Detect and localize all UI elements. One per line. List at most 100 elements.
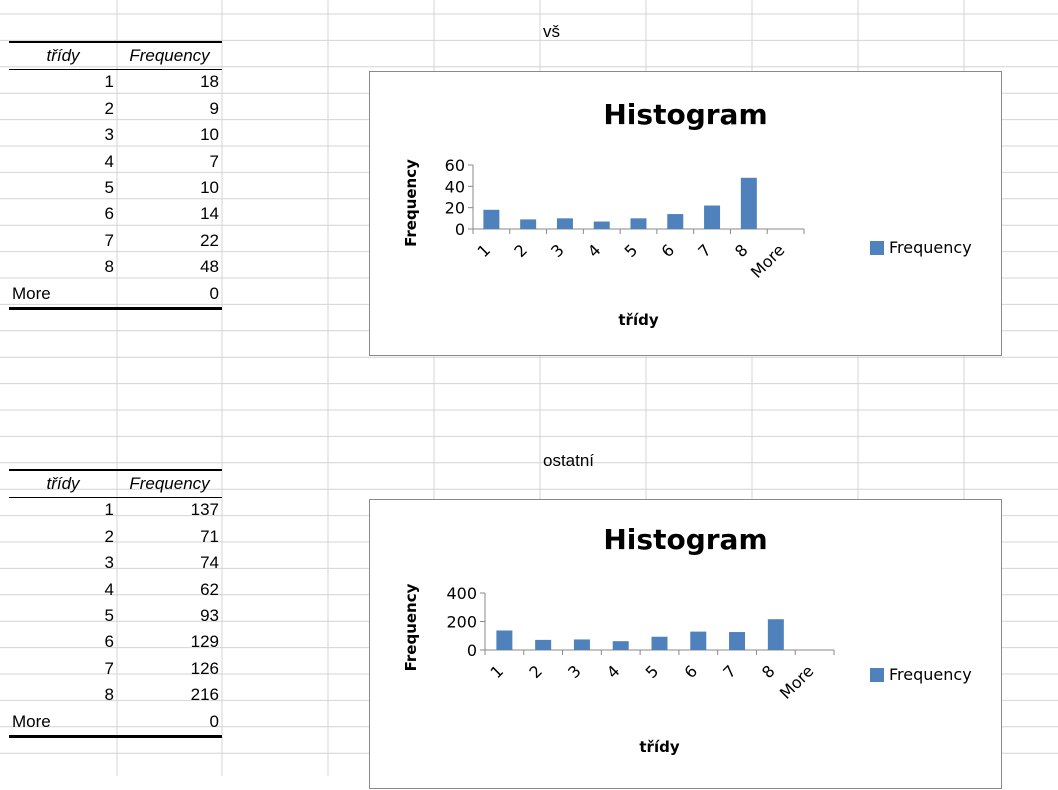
y-tick-label: 0 — [455, 220, 465, 239]
table-cell-frequency[interactable]: 126 — [190, 658, 219, 678]
x-tick-label: 7 — [694, 240, 715, 261]
histogram-bar — [556, 218, 573, 229]
histogram-chart-ostatni[interactable]: Histogram 0 200 400 1 2 3 4 5 6 7 8 More třídy Freque… — [369, 499, 1002, 789]
table-cell-bin[interactable]: 3 — [104, 553, 114, 573]
header-bins[interactable]: třídy — [46, 46, 80, 65]
x-tick-label: 3 — [564, 661, 585, 682]
x-tick-label: 3 — [547, 240, 568, 261]
x-tick-label: 4 — [603, 661, 624, 682]
chart-title: Histogram — [603, 98, 768, 131]
table-cell-frequency[interactable]: 10 — [200, 125, 219, 145]
y-tick-label: 400 — [446, 584, 477, 603]
histogram-bar — [630, 218, 647, 229]
y-tick-label: 60 — [445, 156, 465, 175]
table-cell-frequency[interactable]: 7 — [209, 151, 219, 171]
header-frequency[interactable]: Frequency — [129, 46, 210, 65]
table-cell-frequency[interactable]: 18 — [200, 72, 219, 92]
histogram-bar — [496, 630, 513, 650]
table-cell-frequency[interactable]: 137 — [190, 500, 219, 520]
histogram-chart-vs[interactable]: Histogram 0 20 40 60 1 2 3 4 5 6 7 8 More třídy Freque… — [369, 71, 1002, 356]
table-cell-bin[interactable]: 1 — [104, 72, 114, 92]
histogram-bar — [573, 639, 590, 650]
table-cell-frequency[interactable]: 48 — [200, 257, 219, 277]
x-tick-label: 2 — [510, 240, 531, 261]
table-cell-bin[interactable]: 8 — [104, 685, 114, 705]
x-tick-label: 8 — [731, 240, 752, 261]
y-tick-label: 40 — [445, 177, 465, 196]
histogram-bar — [535, 639, 552, 650]
y-axis-title: Frequency — [402, 583, 420, 671]
x-tick-label: 8 — [758, 661, 779, 682]
table-cell-bin[interactable]: 2 — [104, 98, 114, 118]
table-cell-frequency[interactable]: 93 — [200, 606, 219, 625]
table-cell-frequency[interactable]: 74 — [200, 553, 219, 573]
chart-legend: Frequency — [870, 238, 972, 257]
table-cell-bin[interactable]: 4 — [104, 579, 114, 599]
table-top-rule — [9, 41, 222, 43]
x-tick-label: 2 — [525, 661, 546, 682]
table-bottom-rule — [9, 735, 222, 738]
table-cell-frequency[interactable]: 9 — [209, 98, 219, 118]
table-cell-bin[interactable]: 7 — [104, 230, 114, 250]
header-bins[interactable]: třídy — [46, 474, 80, 493]
table-cell-frequency[interactable]: 14 — [200, 204, 219, 224]
table-cell-bin[interactable]: 8 — [104, 257, 114, 277]
histogram-bar — [612, 641, 629, 650]
table-cell-frequency[interactable]: 0 — [209, 283, 219, 303]
histogram-bar — [667, 214, 684, 229]
x-tick-label: 7 — [719, 661, 740, 682]
table-cell-bin[interactable]: 6 — [104, 632, 114, 652]
x-axis-title: třídy — [639, 738, 679, 756]
table-cell-bin[interactable]: 6 — [104, 204, 114, 224]
chart-legend: Frequency — [870, 665, 972, 684]
table-cell-bin[interactable]: 2 — [104, 526, 114, 546]
legend-label: Frequency — [889, 238, 972, 257]
header-frequency[interactable]: Frequency — [129, 474, 210, 493]
x-tick-label: 6 — [657, 240, 678, 261]
table-top-rule — [9, 469, 222, 471]
table-cell-frequency[interactable]: 71 — [200, 526, 219, 546]
table-cell-bin[interactable]: 3 — [104, 125, 114, 145]
x-tick-label: 1 — [487, 661, 508, 682]
histogram-bar — [483, 209, 500, 229]
y-axis-title: Frequency — [402, 159, 420, 247]
histogram-bar — [651, 636, 668, 650]
legend-swatch — [870, 240, 884, 255]
y-tick-label: 20 — [445, 199, 465, 218]
table-cell-bin[interactable]: More — [12, 283, 51, 303]
table-cell-bin[interactable]: More — [12, 711, 51, 731]
histogram-bar — [704, 205, 721, 229]
histogram-bar — [767, 619, 784, 650]
table-cell-frequency[interactable]: 22 — [200, 230, 219, 250]
legend-label: Frequency — [889, 665, 972, 684]
table-cell-frequency[interactable]: 216 — [190, 685, 219, 705]
x-tick-label: More — [776, 661, 817, 702]
histogram-bar — [740, 177, 757, 229]
table-bottom-rule — [9, 307, 222, 310]
table-header-rule — [9, 69, 222, 71]
table-cell-bin[interactable]: 7 — [104, 658, 114, 678]
sheet-label-ostatni[interactable]: ostatní — [543, 451, 595, 470]
y-tick-label: 0 — [467, 641, 477, 660]
table-header-rule — [9, 497, 222, 499]
table-cell-bin[interactable]: 5 — [104, 606, 114, 625]
histogram-bar — [690, 631, 707, 650]
sheet-label-vs[interactable]: vš — [543, 22, 560, 41]
x-tick-label: 5 — [621, 240, 642, 261]
x-tick-label: More — [747, 240, 788, 281]
table-cell-bin[interactable]: 5 — [104, 178, 114, 197]
x-tick-label: 6 — [680, 661, 701, 682]
table-cell-frequency[interactable]: 62 — [200, 579, 219, 599]
table-cell-bin[interactable]: 1 — [104, 500, 114, 520]
table-cell-frequency[interactable]: 0 — [209, 711, 219, 731]
histogram-bar — [593, 221, 610, 229]
x-tick-label: 1 — [474, 240, 495, 261]
table-cell-bin[interactable]: 4 — [104, 151, 114, 171]
table-cell-frequency[interactable]: 129 — [190, 632, 219, 652]
x-axis-title: třídy — [618, 311, 658, 329]
chart-title: Histogram — [603, 523, 768, 556]
histogram-bar — [729, 632, 746, 650]
table-cell-frequency[interactable]: 10 — [200, 178, 219, 197]
